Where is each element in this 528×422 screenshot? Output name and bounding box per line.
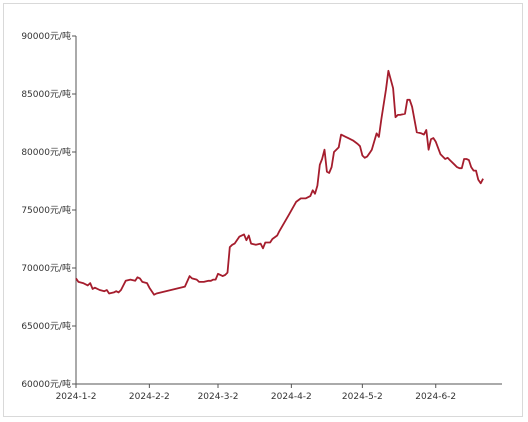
y-tick-label: 65000元/吨 bbox=[21, 320, 71, 332]
x-tick-label: 2024-1-2 bbox=[56, 392, 97, 402]
y-tick-label: 75000元/吨 bbox=[21, 204, 71, 216]
x-tick-label: 2024-5-2 bbox=[342, 392, 383, 402]
x-tick-label: 2024-6-2 bbox=[415, 392, 456, 402]
y-tick-label: 90000元/吨 bbox=[21, 30, 71, 42]
y-tick-label: 60000元/吨 bbox=[21, 378, 71, 390]
y-tick-label: 80000元/吨 bbox=[21, 146, 71, 158]
y-axis-ticks: 60000元/吨 65000元/吨 70000元/吨 75000元/吨 80000元/吨… bbox=[21, 30, 76, 390]
x-tick-label: 2024-2-2 bbox=[129, 392, 170, 402]
y-tick-label: 70000元/吨 bbox=[21, 262, 71, 274]
series-line bbox=[75, 69, 484, 296]
y-tick-label: 85000元/吨 bbox=[21, 88, 71, 100]
x-axis-ticks: 2024-1-2 2024-2-2 2024-3-2 2024-4-2 2024-5-2… bbox=[56, 384, 456, 402]
chart-frame bbox=[3, 3, 523, 417]
x-tick-label: 2024-3-2 bbox=[198, 392, 239, 402]
series-group bbox=[75, 69, 484, 296]
x-tick-label: 2024-4-2 bbox=[271, 392, 312, 402]
